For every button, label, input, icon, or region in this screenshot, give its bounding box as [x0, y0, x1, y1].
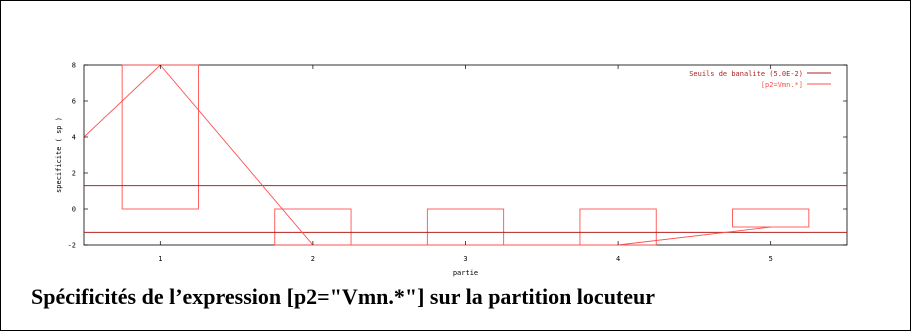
legend-threshold-label: Seuils de banalite (5.0E-2) — [689, 70, 803, 78]
y-tick-label: 0 — [72, 206, 76, 214]
legend: Seuils de banalite (5.0E-2) [p2=Vmn.*] — [689, 70, 831, 89]
y-tick-label: 8 — [72, 62, 76, 70]
x-axis-label: partie — [453, 269, 478, 277]
bar-series — [121, 64, 810, 246]
x-tick-label: 5 — [769, 255, 773, 263]
axis-ticks: -2 0 2 4 6 8 1 2 3 4 5 — [68, 62, 847, 263]
bar — [732, 208, 810, 228]
bar — [426, 208, 505, 246]
bar — [274, 208, 352, 246]
series-polyline — [83, 64, 771, 246]
x-tick-label: 1 — [158, 255, 162, 263]
threshold-lines — [84, 185, 847, 233]
y-tick-label: 4 — [72, 134, 76, 142]
y-tick-label: 6 — [72, 98, 76, 106]
chart-caption: Spécificités de l’expression [p2="Vmn.*"… — [31, 284, 656, 309]
y-tick-label: 2 — [72, 170, 76, 178]
x-tick-label: 4 — [616, 255, 620, 263]
legend-series-label: [p2=Vmn.*] — [761, 81, 803, 89]
bar — [121, 64, 199, 210]
bar — [579, 208, 657, 246]
y-axis-label: specificite ( sp ) — [55, 117, 63, 193]
y-tick-label: -2 — [68, 242, 76, 250]
x-tick-label: 2 — [311, 255, 315, 263]
chart-svg: -2 0 2 4 6 8 1 2 3 4 5 partie specificite ( sp ) S… — [55, 62, 848, 277]
x-tick-label: 3 — [463, 255, 467, 263]
